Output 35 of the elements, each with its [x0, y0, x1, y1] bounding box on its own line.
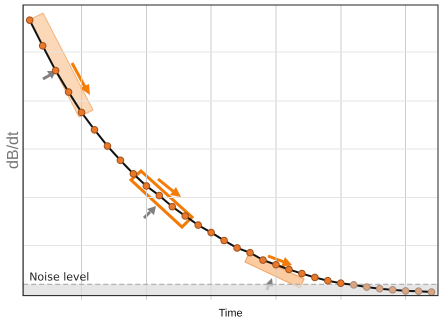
point — [428, 288, 436, 296]
point — [246, 248, 254, 256]
point — [26, 16, 34, 24]
point — [168, 202, 176, 210]
point — [116, 156, 124, 164]
x-axis-title: Time — [218, 307, 243, 320]
point — [64, 88, 72, 96]
point — [272, 260, 280, 269]
band-label: Noise level — [29, 270, 90, 284]
point — [52, 66, 60, 74]
point — [311, 274, 319, 282]
point — [207, 228, 215, 236]
point — [324, 276, 332, 285]
point — [156, 192, 164, 200]
point — [38, 42, 46, 50]
point — [388, 286, 396, 294]
point — [220, 236, 228, 244]
point — [233, 244, 241, 252]
point — [298, 270, 306, 278]
point — [350, 281, 358, 289]
y-axis-title: dB/dt — [5, 131, 22, 169]
point — [402, 287, 410, 295]
point — [414, 287, 422, 295]
point — [285, 266, 293, 274]
point — [104, 142, 112, 150]
point — [181, 212, 190, 220]
point — [336, 279, 345, 288]
point — [90, 126, 98, 134]
point — [78, 108, 86, 116]
point — [142, 182, 150, 190]
point — [259, 256, 267, 264]
point — [362, 283, 371, 291]
point — [194, 221, 202, 229]
point — [376, 284, 384, 293]
point — [130, 170, 138, 178]
